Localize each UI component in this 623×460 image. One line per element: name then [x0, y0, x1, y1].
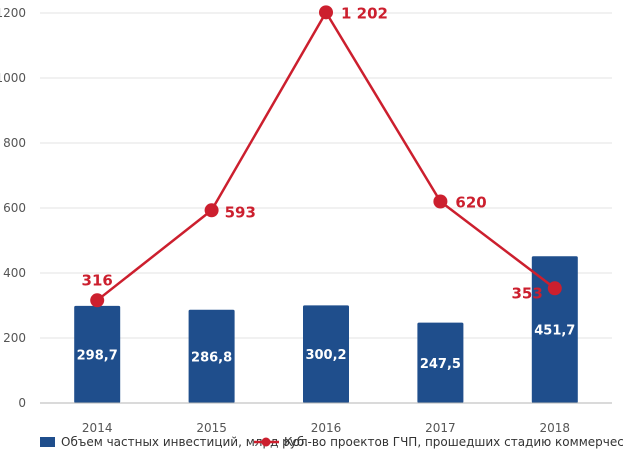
bar: [74, 305, 121, 403]
line-series: 316 593 1 202 620 353: [82, 4, 562, 308]
legend-bar-label: Объем частных инвестиций, млрд руб.: [61, 435, 308, 449]
legend-bar-swatch: [40, 437, 55, 447]
x-tick-label: 2016: [311, 421, 342, 435]
y-tick-label: 200: [3, 331, 26, 345]
legend: Объем частных инвестиций, млрд руб. Кол-…: [40, 435, 623, 449]
x-axis: 2014 2015 2016 2017 2018: [40, 402, 612, 435]
x-tick-label: 2015: [196, 421, 227, 435]
bar: [303, 305, 349, 403]
y-tick-label: 400: [3, 266, 26, 280]
y-tick-label: 0: [18, 396, 26, 410]
y-tick-label: 1000: [0, 71, 26, 85]
line-point: [547, 281, 562, 296]
bar-value-label: 300,2: [305, 348, 346, 363]
x-tick-label: 2014: [82, 421, 113, 435]
line-point: [319, 5, 333, 20]
bar-value-label: 298,7: [77, 348, 118, 363]
legend-line-marker: [261, 437, 271, 447]
bar-value-label: 286,8: [191, 350, 232, 365]
y-tick-label: 800: [3, 136, 26, 150]
line-point-label: 316: [82, 271, 113, 289]
y-tick-label: 1200: [0, 6, 26, 20]
line-point: [204, 203, 219, 218]
line-point-label: 1 202: [341, 4, 388, 22]
bar: [188, 309, 235, 403]
bar-series: 298,7 286,8 300,2 247,5 451,7: [74, 256, 578, 403]
line-point: [90, 293, 105, 308]
line-point-label: 353: [511, 284, 542, 302]
x-tick-label: 2017: [425, 421, 456, 435]
bar: [417, 322, 464, 403]
line-point: [433, 194, 448, 209]
bar-value-label: 451,7: [534, 324, 575, 339]
line-path: [96, 11, 556, 302]
x-tick-label: 2018: [540, 421, 571, 435]
bar-value-label: 247,5: [420, 357, 461, 372]
y-axis: 0 200 400 600 800 1000 1200: [0, 6, 26, 410]
line-point-label: 593: [225, 203, 256, 221]
line-point-label: 620: [455, 194, 486, 212]
bar: [531, 256, 578, 403]
legend-line-label: Кол-во проектов ГЧП, прошедших стадию ко…: [284, 435, 623, 449]
y-tick-label: 600: [3, 201, 26, 215]
